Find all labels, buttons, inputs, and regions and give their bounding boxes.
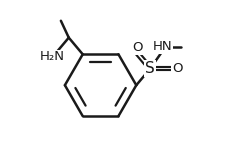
Text: O: O	[171, 62, 182, 75]
Text: H₂N: H₂N	[39, 51, 64, 64]
Text: O: O	[131, 41, 142, 54]
Text: S: S	[145, 61, 154, 76]
Text: HN: HN	[152, 40, 172, 53]
